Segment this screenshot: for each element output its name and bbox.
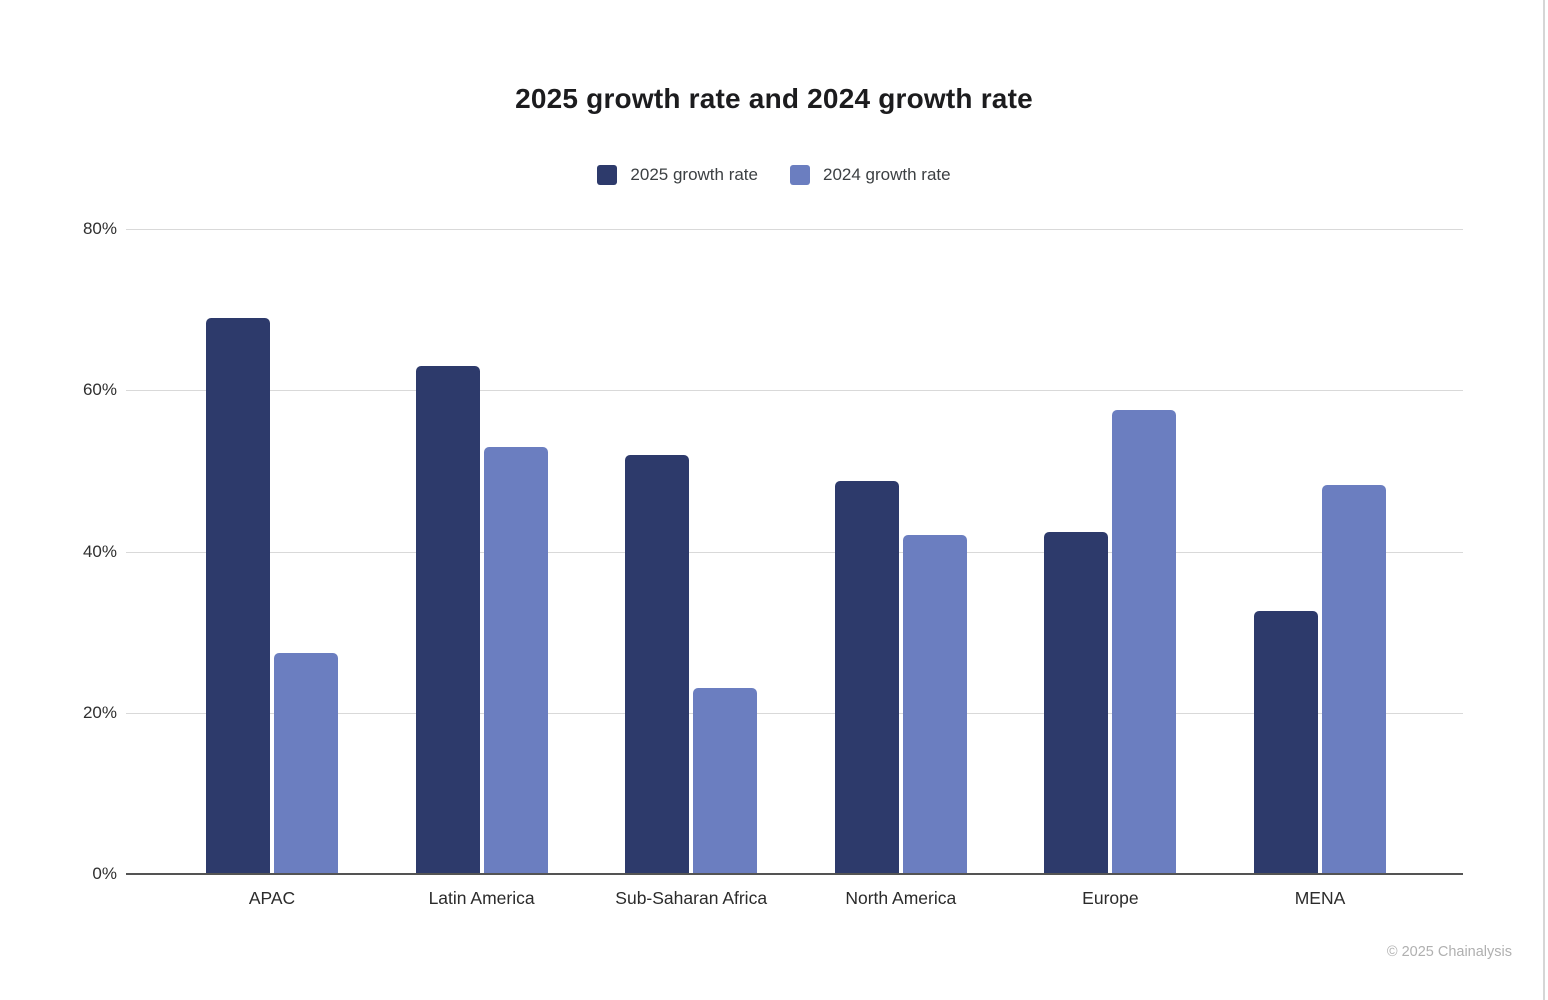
bar-2024-sub-saharan-africa[interactable] [693, 687, 758, 874]
legend-swatch-icon [790, 165, 810, 185]
x-category-label-sub-saharan-africa: Sub-Saharan Africa [615, 888, 768, 908]
right-border-line [1543, 0, 1545, 1000]
x-category-label-europe: Europe [1082, 888, 1139, 908]
bar-2025-mena[interactable] [1254, 611, 1318, 874]
y-tick-label-0: 0% [92, 864, 117, 883]
x-category-label-apac: APAC [248, 888, 296, 908]
x-category-label-north-america: North America [845, 888, 957, 908]
bar-2025-north-america[interactable] [834, 480, 899, 874]
x-category-label-latin-america: Latin America [428, 888, 535, 908]
gridline-80 [126, 229, 1463, 230]
bar-2024-north-america[interactable] [902, 535, 967, 874]
bar-2024-apac[interactable] [274, 653, 338, 874]
x-axis-line [126, 873, 1463, 875]
bar-2024-europe[interactable] [1112, 410, 1177, 874]
bar-2024-mena[interactable] [1322, 485, 1386, 874]
x-category-label-mena: MENA [1294, 888, 1346, 908]
y-tick-label-20: 20% [82, 702, 117, 722]
gridline-60 [126, 390, 1463, 392]
legend-swatch-icon [597, 165, 618, 185]
legend-label: 2024 growth rate [823, 165, 951, 184]
legend-item-2024-growth-rate[interactable]: 2024 growth rate [790, 165, 951, 185]
y-tick-label-40: 40% [82, 541, 117, 561]
gridline-40 [126, 551, 1463, 553]
chart-title: 2025 growth rate and 2024 growth rate [515, 83, 1033, 114]
y-tick-label-60: 60% [82, 380, 117, 400]
bar-2025-apac[interactable] [206, 317, 270, 874]
bar-2025-sub-saharan-africa[interactable] [625, 454, 690, 874]
gridline-20 [126, 712, 1463, 714]
legend-label: 2025 growth rate [630, 165, 758, 184]
legend-item-2025-growth-rate[interactable]: 2025 growth rate [597, 165, 758, 185]
y-tick-label-80: 80% [82, 219, 117, 238]
bar-2025-europe[interactable] [1044, 532, 1109, 874]
legend: 2025 growth rate 2024 growth rate [0, 165, 1548, 185]
bar-2024-latin-america[interactable] [483, 446, 548, 874]
copyright-text: © 2025 Chainalysis [1386, 944, 1512, 960]
bar-2025-latin-america[interactable] [415, 366, 480, 874]
